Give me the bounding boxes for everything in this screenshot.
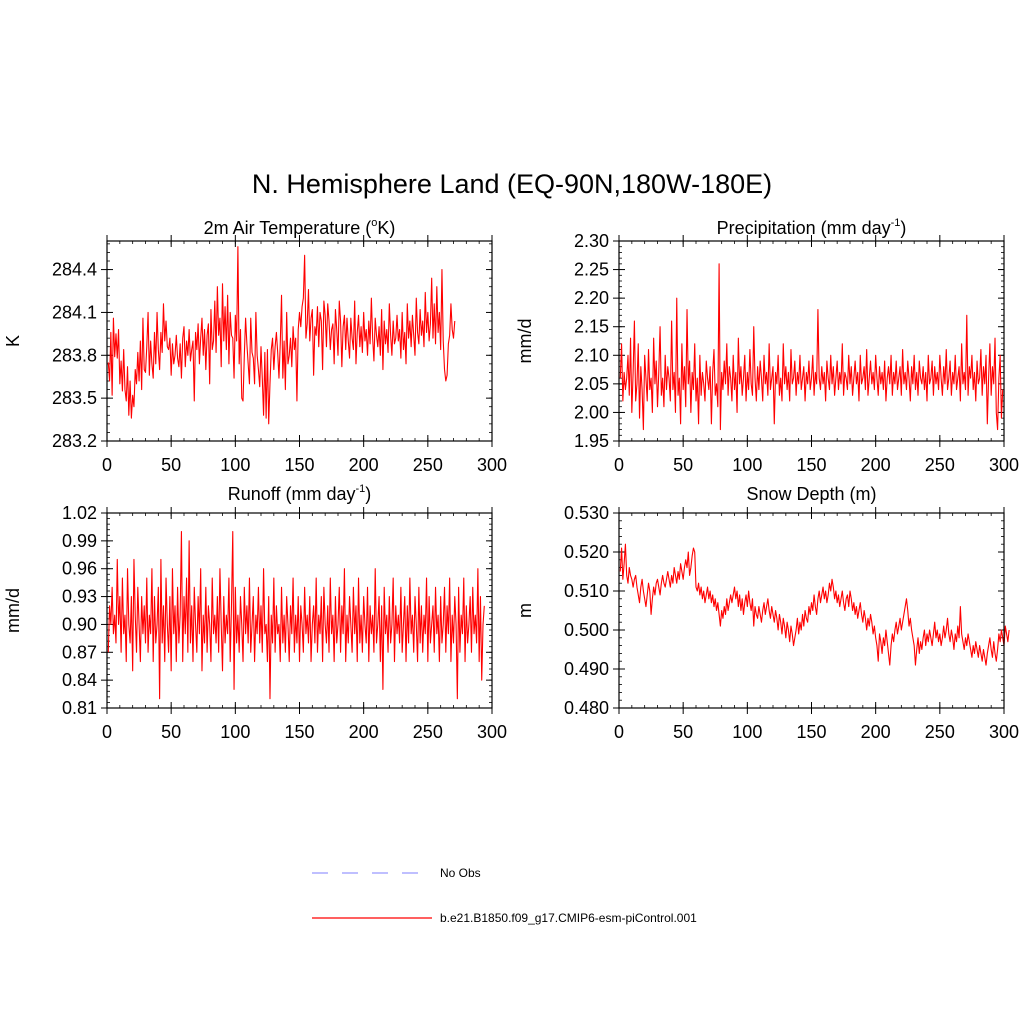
panel-air-temperature: 2m Air Temperature (oK) K 0 50 100 150 200 250 3… bbox=[3, 217, 507, 475]
y-tick-label: 0.520 bbox=[564, 542, 609, 562]
plot-frame bbox=[106, 240, 493, 442]
panel-title-main: Precipitation (mm day bbox=[717, 218, 891, 238]
x-tick-label: 250 bbox=[925, 455, 955, 475]
x-tick-label: 100 bbox=[732, 455, 762, 475]
x-tick-label: 50 bbox=[673, 722, 693, 742]
plot-frame bbox=[618, 240, 1005, 442]
x-tick-label: 150 bbox=[284, 455, 314, 475]
y-tick-label: 283.8 bbox=[52, 345, 97, 365]
y-tick-label: 1.95 bbox=[574, 431, 609, 451]
panel-title-main: Snow Depth (m) bbox=[746, 484, 876, 504]
y-tick-label: 0.480 bbox=[564, 698, 609, 718]
x-tick-label: 150 bbox=[796, 455, 826, 475]
y-tick-label: 2.25 bbox=[574, 260, 609, 280]
x-tick-label: 150 bbox=[284, 722, 314, 742]
plot-frame bbox=[618, 512, 1005, 709]
x-tick-label: 50 bbox=[673, 455, 693, 475]
panel-snow-depth: Snow Depth (m) m 0 50 100 150 200 250 300 0.480 0.… bbox=[515, 484, 1019, 742]
panel-title-sup: -1 bbox=[355, 483, 365, 495]
x-tick-label: 300 bbox=[477, 455, 507, 475]
x-tick-label: 200 bbox=[349, 455, 379, 475]
y-tick-label: 284.1 bbox=[52, 302, 97, 322]
y-tick-label: 0.93 bbox=[62, 587, 97, 607]
panel-title: Runoff (mm day-1) bbox=[228, 483, 372, 504]
panel-title-sup: -1 bbox=[891, 217, 901, 229]
x-tick-label: 0 bbox=[614, 722, 624, 742]
y-axis-label: mm/d bbox=[515, 319, 535, 364]
panel-title-tail: ) bbox=[900, 218, 906, 238]
panel-title: Precipitation (mm day-1) bbox=[717, 217, 907, 238]
x-tick-label: 50 bbox=[161, 722, 181, 742]
x-tick-label: 250 bbox=[925, 722, 955, 742]
y-tick-label: 0.490 bbox=[564, 659, 609, 679]
x-tick-label: 150 bbox=[796, 722, 826, 742]
y-tick-label: 0.510 bbox=[564, 581, 609, 601]
y-axis-label: K bbox=[3, 335, 23, 347]
y-tick-label: 0.99 bbox=[62, 531, 97, 551]
x-tick-label: 100 bbox=[220, 455, 250, 475]
x-tick-label: 50 bbox=[161, 455, 181, 475]
panel-title-tail: ) bbox=[365, 484, 371, 504]
y-tick-label: 0.500 bbox=[564, 620, 609, 640]
panel-title-main: 2m Air Temperature ( bbox=[204, 218, 372, 238]
x-tick-label: 0 bbox=[102, 722, 112, 742]
x-tick-label: 200 bbox=[349, 722, 379, 742]
x-tick-label: 0 bbox=[614, 455, 624, 475]
y-tick-label: 2.10 bbox=[574, 345, 609, 365]
y-tick-label: 0.81 bbox=[62, 698, 97, 718]
y-tick-label: 0.90 bbox=[62, 614, 97, 634]
panel-title: Snow Depth (m) bbox=[746, 484, 876, 504]
y-tick-label: 283.2 bbox=[52, 431, 97, 451]
y-tick-label: 2.05 bbox=[574, 374, 609, 394]
x-tick-label: 0 bbox=[102, 455, 112, 475]
y-axis-label: m bbox=[515, 603, 535, 618]
x-tick-label: 200 bbox=[861, 722, 891, 742]
y-tick-label: 0.530 bbox=[564, 503, 609, 523]
x-tick-label: 300 bbox=[989, 455, 1019, 475]
y-tick-label: 1.02 bbox=[62, 503, 97, 523]
panel-title-tail: K) bbox=[377, 218, 395, 238]
y-tick-label: 2.30 bbox=[574, 231, 609, 251]
x-tick-label: 100 bbox=[220, 722, 250, 742]
series-line bbox=[619, 263, 1004, 431]
y-tick-label: 2.15 bbox=[574, 317, 609, 337]
y-tick-label: 2.20 bbox=[574, 288, 609, 308]
x-tick-label: 100 bbox=[732, 722, 762, 742]
x-tick-label: 250 bbox=[413, 722, 443, 742]
main-title: N. Hemisphere Land (EQ-90N,180W-180E) bbox=[252, 169, 772, 199]
y-axis-label: mm/d bbox=[3, 588, 23, 633]
y-tick-label: 0.87 bbox=[62, 642, 97, 662]
x-tick-label: 300 bbox=[989, 722, 1019, 742]
y-tick-label: 2.00 bbox=[574, 402, 609, 422]
y-tick-label: 0.96 bbox=[62, 559, 97, 579]
y-tick-label: 283.5 bbox=[52, 388, 97, 408]
x-tick-label: 200 bbox=[861, 455, 891, 475]
series-line bbox=[107, 531, 485, 700]
panel-title-sup: o bbox=[371, 217, 377, 229]
legend-model-label: b.e21.B1850.f09_g17.CMIP6-esm-piControl.… bbox=[440, 911, 697, 925]
plot-frame bbox=[106, 512, 493, 709]
legend: No Obs b.e21.B1850.f09_g17.CMIP6-esm-piC… bbox=[312, 866, 697, 925]
series-line bbox=[107, 246, 456, 425]
y-tick-label: 284.4 bbox=[52, 260, 97, 280]
panel-title: 2m Air Temperature (oK) bbox=[204, 217, 396, 238]
y-tick-label: 0.84 bbox=[62, 670, 97, 690]
panel-title-main: Runoff (mm day bbox=[228, 484, 356, 504]
panel-precipitation: Precipitation (mm day-1) mm/d 0 50 100 150 200… bbox=[515, 217, 1019, 475]
series-line bbox=[619, 543, 1010, 666]
legend-obs-label: No Obs bbox=[440, 866, 481, 880]
x-tick-label: 300 bbox=[477, 722, 507, 742]
panel-runoff: Runoff (mm day-1) mm/d 0 50 100 150 200 250 300 0… bbox=[3, 483, 507, 742]
x-tick-label: 250 bbox=[413, 455, 443, 475]
